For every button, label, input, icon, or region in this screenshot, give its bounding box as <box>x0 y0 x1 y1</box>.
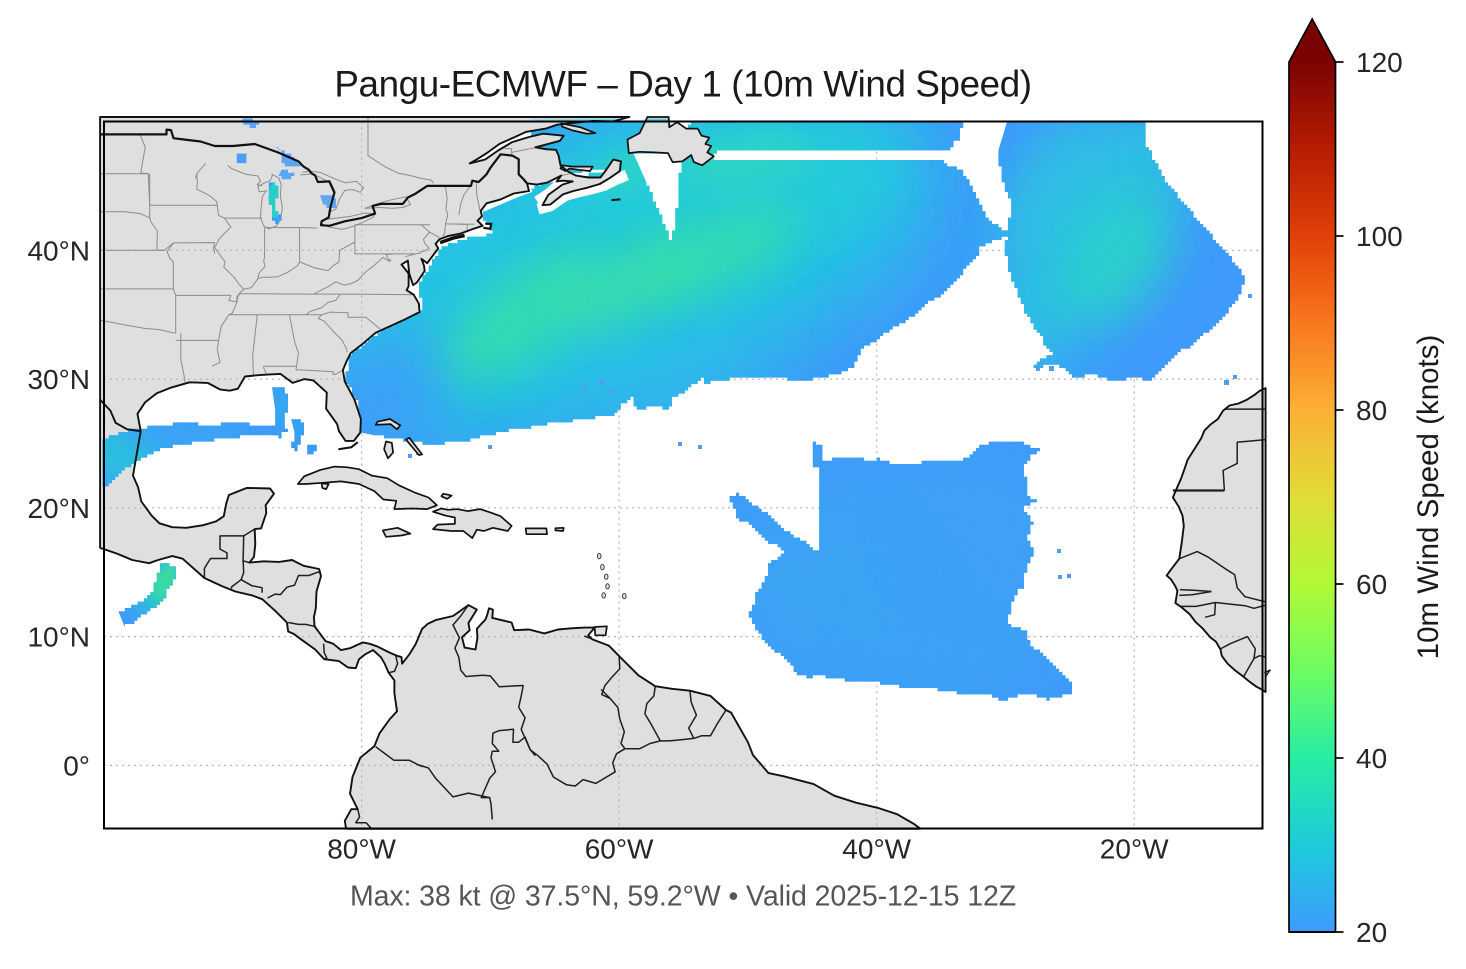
svg-text:40: 40 <box>1356 743 1387 774</box>
svg-text:20°N: 20°N <box>27 493 90 524</box>
svg-text:0°: 0° <box>63 750 90 781</box>
svg-text:20°W: 20°W <box>1100 834 1169 865</box>
svg-text:60: 60 <box>1356 569 1387 600</box>
svg-text:40°N: 40°N <box>27 235 90 266</box>
svg-text:10m Wind Speed (knots): 10m Wind Speed (knots) <box>1412 335 1445 660</box>
svg-text:Pangu-ECMWF – Day 1 (10m Wind: Pangu-ECMWF – Day 1 (10m Wind Speed) <box>334 64 1031 105</box>
svg-text:100: 100 <box>1356 221 1403 252</box>
svg-text:80: 80 <box>1356 395 1387 426</box>
svg-text:60°W: 60°W <box>585 834 654 865</box>
svg-text:40°W: 40°W <box>842 834 911 865</box>
svg-text:120: 120 <box>1356 47 1403 78</box>
svg-text:10°N: 10°N <box>27 622 90 653</box>
svg-text:Max: 38 kt @ 37.5°N, 59.2°W •: Max: 38 kt @ 37.5°N, 59.2°W • Valid 2025… <box>350 881 1016 913</box>
svg-text:30°N: 30°N <box>27 364 90 395</box>
svg-text:20: 20 <box>1356 917 1387 948</box>
svg-text:80°W: 80°W <box>327 834 396 865</box>
